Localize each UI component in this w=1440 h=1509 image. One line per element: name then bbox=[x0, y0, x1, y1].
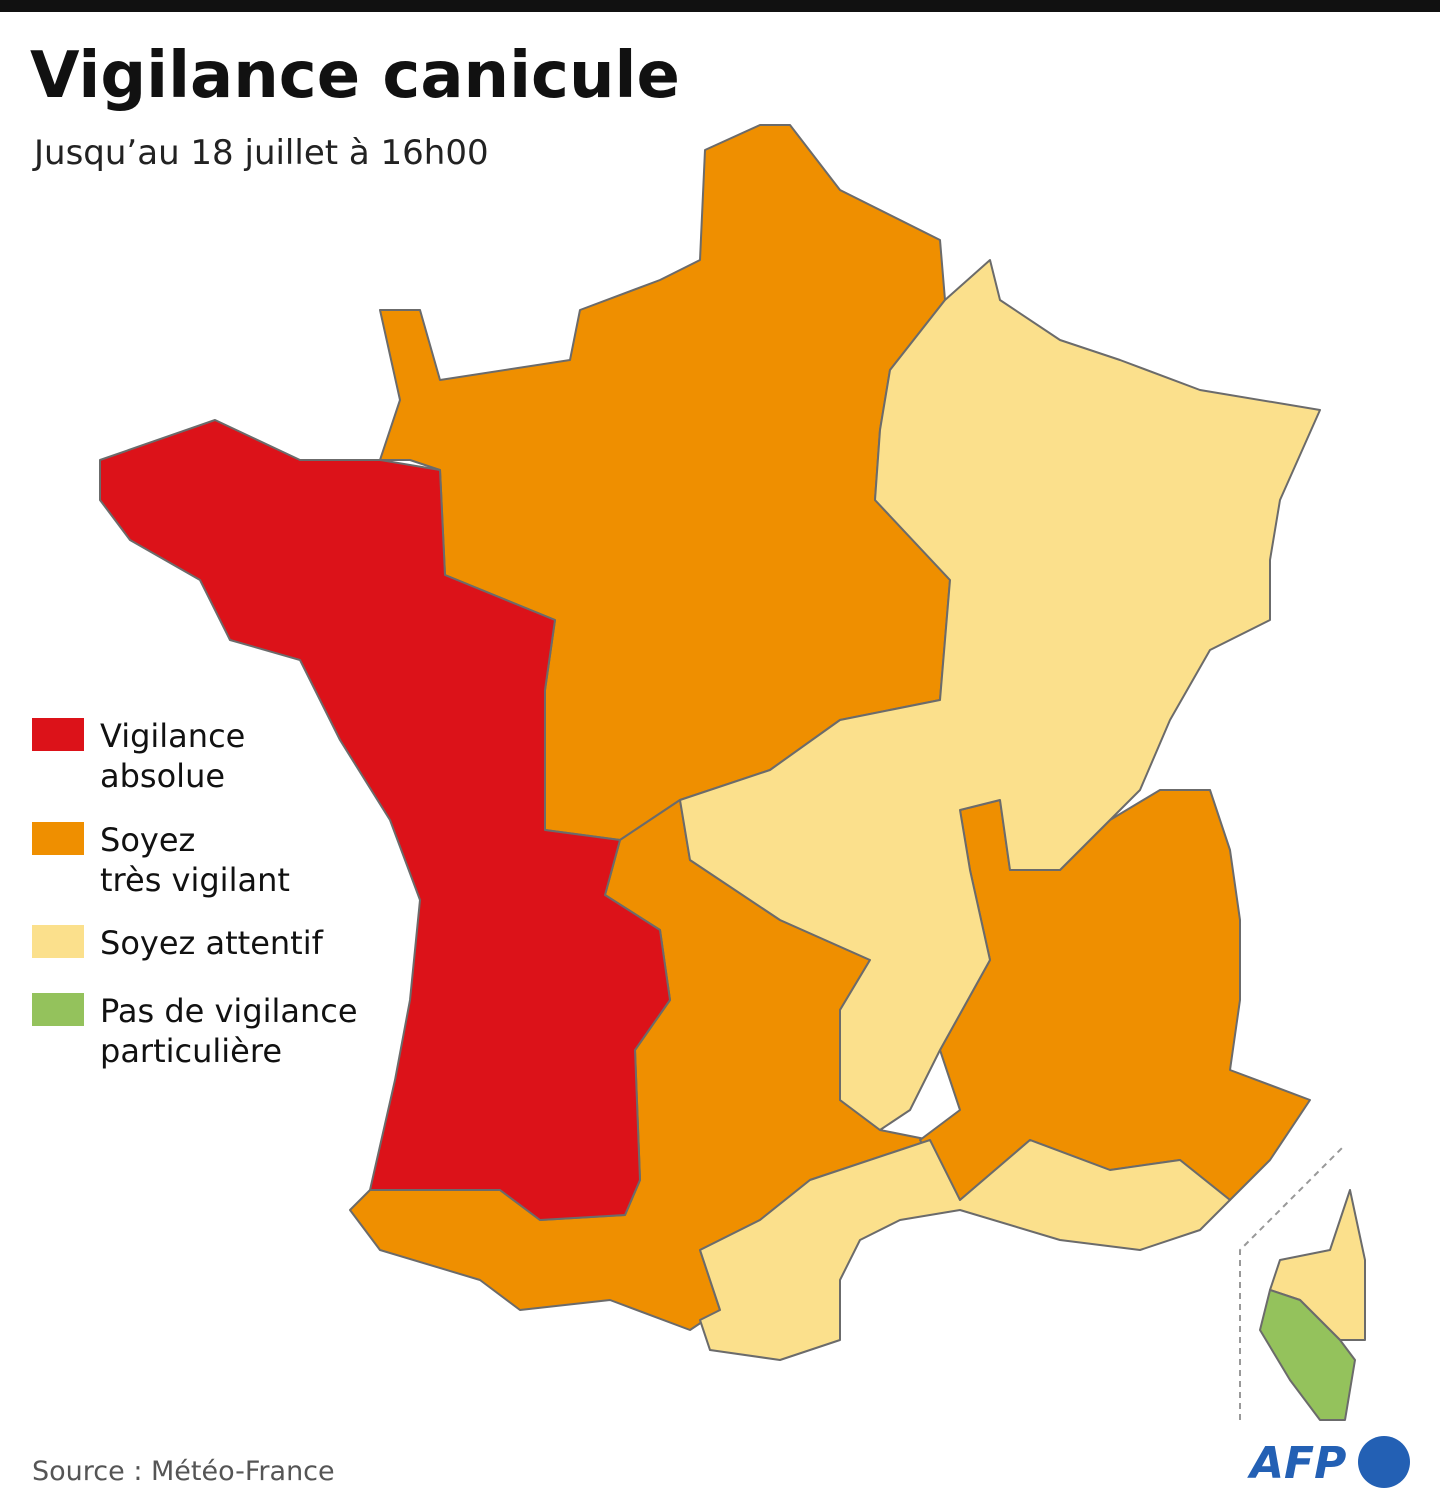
logo-text: AFP bbox=[1247, 1438, 1346, 1489]
france-map bbox=[99, 124, 1366, 1421]
zone-yellow-south bbox=[699, 1139, 1231, 1361]
zone-red-west bbox=[99, 419, 671, 1221]
subtitle: Jusqu’au 18 juillet à 16h00 bbox=[32, 133, 489, 173]
legend-label: Vigilance bbox=[100, 717, 245, 755]
legend-swatch bbox=[32, 822, 84, 855]
corsica-inset-line bbox=[1239, 1144, 1346, 1420]
corsica-south bbox=[1259, 1289, 1356, 1421]
logo-dot bbox=[1358, 1436, 1410, 1488]
top-bar bbox=[0, 0, 1440, 12]
legend-swatch bbox=[32, 993, 84, 1026]
zone-orange-southeast bbox=[919, 789, 1311, 1201]
legend-label: particulière bbox=[100, 1032, 282, 1070]
legend-label: absolue bbox=[100, 757, 225, 795]
legend-label: Pas de vigilance bbox=[100, 992, 358, 1030]
legend-label: très vigilant bbox=[100, 861, 290, 899]
source: Source : Météo-France bbox=[32, 1456, 335, 1487]
legend-label: Soyez bbox=[100, 821, 195, 859]
legend-swatch bbox=[32, 718, 84, 751]
zone-yellow-east bbox=[679, 259, 1321, 1131]
legend-label: Soyez attentif bbox=[100, 924, 324, 962]
title: Vigilance canicule bbox=[30, 39, 680, 113]
legend-swatch bbox=[32, 925, 84, 958]
